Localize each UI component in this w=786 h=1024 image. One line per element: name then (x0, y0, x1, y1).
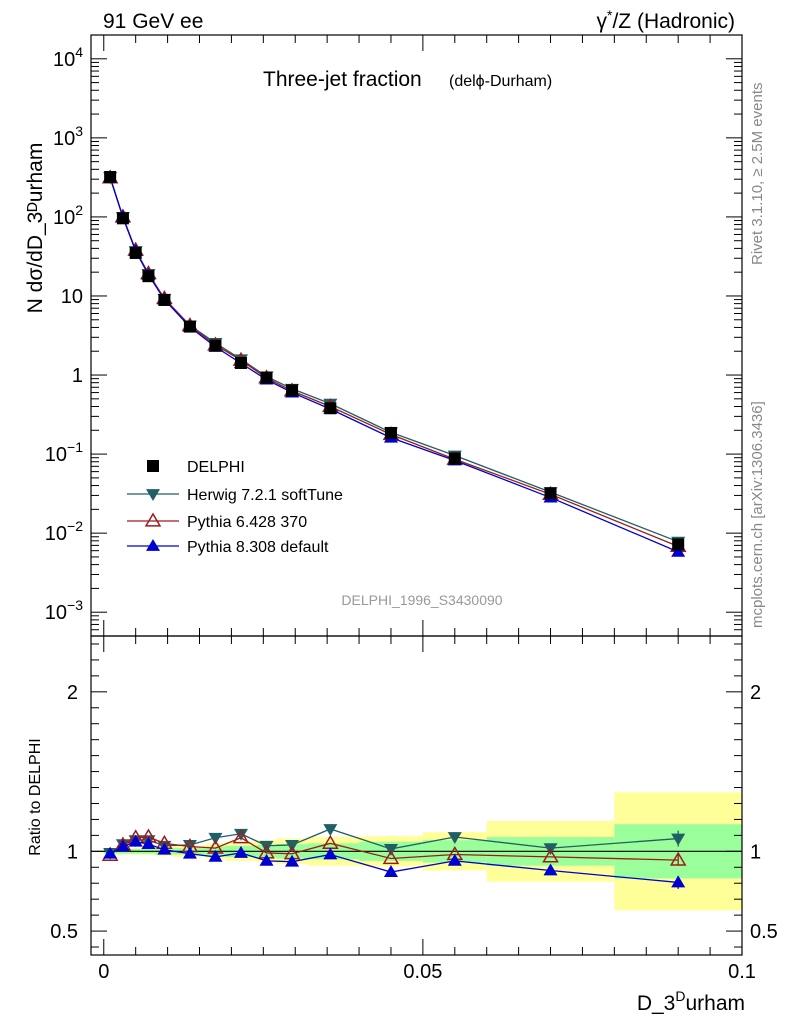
ratio-point (447, 832, 462, 844)
legend-marker (146, 539, 160, 551)
ratio-y-tick-label-right: 1 (750, 841, 761, 863)
ratio-point (285, 854, 300, 867)
data-point (142, 270, 155, 283)
ratio-point (208, 832, 223, 845)
data-point (448, 452, 461, 465)
ratio-point (128, 834, 143, 847)
data-point (116, 212, 129, 225)
ratio-point (259, 853, 274, 866)
legend-marker (146, 489, 160, 501)
legend-label: Pythia 8.308 default (187, 539, 329, 556)
ratio-frame (90, 635, 743, 956)
ratio-point (323, 847, 338, 860)
ratio-point (382, 850, 400, 865)
data-point (672, 538, 685, 551)
data-point (384, 426, 397, 439)
ratio-point (208, 849, 223, 862)
y-tick-label: 10−1 (45, 439, 83, 466)
chart-title: Three-jet fraction (263, 68, 422, 91)
data-point (286, 384, 299, 397)
y-tick-label: 1 (72, 365, 83, 387)
ratio-point (233, 845, 248, 858)
data-point (671, 544, 686, 557)
ratio-point (182, 846, 197, 859)
legend-marker (144, 512, 162, 527)
process-label: γ*/Z (Hadronic) (597, 7, 735, 33)
ratio-point (447, 853, 462, 866)
data-point (129, 246, 142, 259)
ratio-point (542, 848, 559, 863)
x-axis-label: D_3Durham (637, 988, 745, 1015)
legend-label: Pythia 6.428 370 (187, 514, 307, 531)
ratio-point (671, 875, 686, 888)
ratio-point (103, 846, 118, 859)
ratio-y-tick-label-right: 0.5 (750, 921, 778, 943)
y-tick-label: 10−2 (45, 518, 83, 545)
analysis-id: DELPHI_1996_S3430090 (341, 592, 502, 608)
legend: DELPHI Herwig 7.2.1 softTune Pythia 6.428 … (127, 459, 343, 556)
ratio-point (157, 842, 172, 855)
ratio-y-tick-label-right: 2 (750, 682, 761, 704)
x-tick-label: 0 (98, 961, 109, 983)
ratio-panel: 0.5 0.5 1 1 2 2 0 0.05 0.1 D_3Durham Ratio to DELP… (27, 635, 778, 1015)
data-point (324, 402, 337, 415)
legend-marker (147, 460, 159, 472)
chart-subtitle: (delϕ-Durham) (449, 73, 552, 90)
ratio-point (671, 833, 686, 846)
mcplots-label: mcplots.cern.ch [arXiv:1306.3436] (749, 401, 766, 628)
x-tick-label: 0.05 (403, 961, 442, 983)
ratio-point (323, 824, 338, 836)
ratio-point (543, 863, 558, 876)
ratio-point (383, 844, 398, 856)
y-axis-label: N dσ/dD_3ᴰurham (24, 143, 47, 314)
ratio-point (141, 837, 156, 850)
data-point (183, 320, 196, 333)
data-point (544, 487, 557, 500)
data-point (209, 339, 222, 352)
ratio-point (383, 865, 398, 877)
ratio-point (669, 851, 687, 866)
legend-label: Herwig 7.2.1 softTune (187, 487, 343, 504)
y-tick-label: 10−3 (45, 597, 83, 624)
y-tick-label: 10 (61, 286, 83, 308)
y-tick-label: 104 (53, 44, 83, 71)
data-point (234, 356, 247, 369)
data-point (260, 371, 273, 384)
ratio-y-tick-label: 1 (67, 841, 78, 863)
rivet-label: Rivet 3.1.10, ≥ 2.5M events (749, 83, 766, 266)
legend-label: DELPHI (187, 459, 245, 476)
ratio-y-axis-label: Ratio to DELPHI (27, 738, 44, 855)
ratio-y-tick-label: 2 (67, 682, 78, 704)
y-tick-label: 103 (53, 123, 83, 150)
data-point (104, 170, 117, 183)
x-tick-label: 0.1 (728, 961, 756, 983)
ratio-point (232, 829, 250, 844)
ratio-point (115, 839, 130, 852)
ratio-y-tick-label: 0.5 (50, 921, 78, 943)
y-tick-label: 102 (53, 202, 83, 229)
energy-label: 91 GeV ee (103, 10, 203, 33)
data-point (158, 293, 171, 306)
ratio-point (233, 828, 248, 841)
